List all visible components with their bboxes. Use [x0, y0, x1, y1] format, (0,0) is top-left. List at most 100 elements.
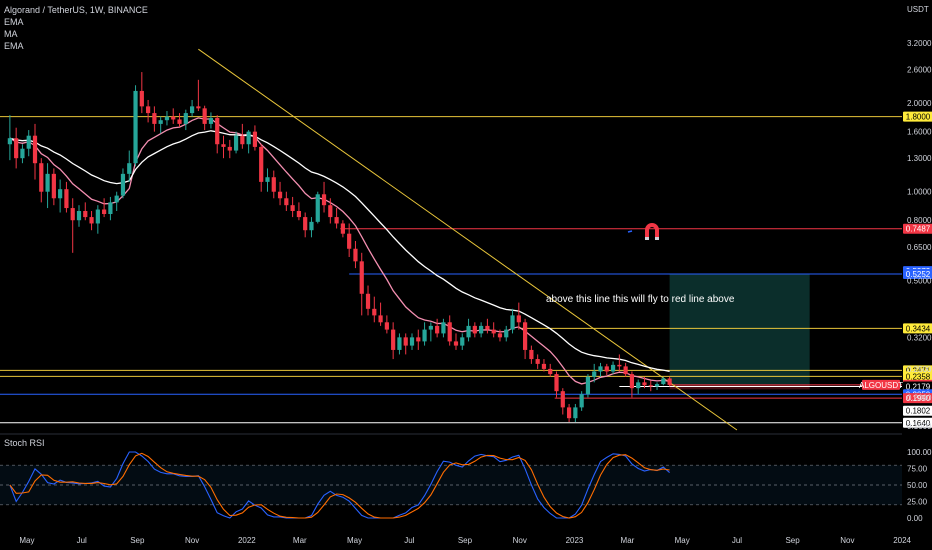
annotation-note[interactable]: above this line this will fly to red lin… — [546, 294, 735, 305]
candle-body — [127, 163, 132, 174]
candle-body — [284, 198, 289, 206]
candle-body — [598, 366, 603, 372]
x-tick-label: Sep — [785, 536, 800, 545]
candle-body — [158, 120, 163, 124]
price-tag — [903, 223, 932, 234]
candle-body — [233, 135, 239, 151]
candle-body — [221, 144, 226, 147]
price-tag — [903, 381, 932, 392]
candle-body — [303, 217, 308, 231]
x-tick-label: Mar — [293, 536, 307, 545]
long-position[interactable] — [669, 274, 810, 390]
magnet-icon[interactable] — [627, 223, 659, 240]
candle-body — [497, 333, 503, 338]
candle-body — [409, 337, 415, 346]
candle-body — [554, 374, 559, 392]
candle-body — [215, 118, 220, 145]
position-profit-zone — [669, 274, 810, 385]
candle-body — [654, 384, 660, 387]
legend-ema-2[interactable]: EMA — [4, 41, 24, 51]
symbol-title[interactable]: Algorand / TetherUS, 1W, BINANCE — [4, 5, 148, 15]
candle-body — [365, 293, 371, 309]
candle-body — [447, 322, 452, 342]
candle-body — [20, 148, 25, 159]
candle-body — [189, 106, 195, 114]
price-tag-label: 0.1990 — [906, 394, 931, 403]
y-tick-label: 0.3200 — [907, 333, 932, 342]
candles — [7, 72, 672, 423]
x-tick-label: Sep — [130, 536, 145, 545]
candle-body — [661, 378, 666, 385]
legend-ema-1[interactable]: EMA — [4, 17, 24, 27]
candle-body — [491, 329, 496, 334]
candle-body — [460, 337, 465, 346]
legend-ma[interactable]: MA — [4, 29, 18, 39]
x-tick-label: May — [347, 536, 362, 545]
candle-body — [617, 364, 622, 367]
candle-body — [183, 113, 188, 124]
price-tag — [903, 111, 932, 122]
candle-body — [202, 108, 207, 124]
candle-body — [523, 322, 528, 350]
price-tag-label: 0.1802 — [906, 407, 931, 416]
price-tag-label: 1.8000 — [906, 113, 931, 122]
candle-body — [240, 135, 245, 145]
y-tick-label: 2.0000 — [907, 99, 932, 108]
candle-body — [585, 376, 591, 395]
stoch-k-line — [9, 451, 670, 519]
candle-body — [441, 322, 446, 334]
candle-body — [466, 325, 471, 338]
candle-body — [64, 189, 69, 209]
candle-body — [259, 146, 264, 182]
candle-body — [548, 368, 553, 375]
price-tag-label: 0.3434 — [906, 324, 931, 333]
horizontal-lines[interactable] — [0, 116, 902, 424]
candle-body — [535, 359, 540, 364]
candle-body — [271, 177, 276, 192]
candle-body — [108, 202, 113, 215]
position-stop-zone — [669, 384, 810, 390]
stoch-tick-label: 25.00 — [907, 498, 928, 507]
price-tag-label: 0.2179 — [906, 382, 931, 391]
candle-body — [516, 315, 521, 323]
x-tick-label: Sep — [458, 536, 473, 545]
candle-body — [114, 195, 119, 203]
candle-body — [397, 337, 402, 350]
x-tick-label: Jul — [732, 536, 742, 545]
candle-body — [504, 329, 509, 338]
x-tick-label: Nov — [185, 536, 199, 545]
price-axis[interactable]: 1.80000.74870.53730.52520.34340.24710.23… — [859, 39, 932, 523]
y-tick-label: 0.6500 — [907, 243, 932, 252]
candle-body — [347, 233, 352, 249]
candle-body — [541, 363, 547, 369]
candle-body — [592, 371, 597, 377]
candle-body — [171, 116, 176, 120]
candle-body — [120, 173, 126, 196]
candle-body — [51, 173, 56, 199]
candle-body — [164, 116, 170, 121]
candle-body — [102, 209, 107, 215]
candle-body — [139, 90, 144, 107]
candle-body — [529, 349, 534, 360]
candle-body — [321, 194, 327, 206]
price-tag-label: 0.2358 — [906, 372, 931, 381]
candle-body — [642, 382, 647, 386]
candle-body — [265, 177, 270, 182]
x-tick-label: 2024 — [893, 536, 911, 545]
price-tag — [903, 323, 932, 334]
candle-body — [566, 407, 572, 419]
candle-body — [372, 308, 377, 316]
candle-body — [648, 385, 653, 387]
candle-body — [636, 382, 641, 389]
candle-body — [196, 106, 201, 109]
candle-body — [152, 113, 157, 124]
candle-body — [14, 138, 19, 159]
y-tick-label: 1.0000 — [907, 188, 932, 197]
y-tick-label: 0.5000 — [907, 276, 932, 285]
candle-body — [177, 119, 182, 124]
time-axis[interactable]: May Jul Sep Nov 2022 Mar May Jul Sep Nov 2023 Mar Ma… — [19, 536, 911, 545]
x-tick-label: Mar — [621, 536, 635, 545]
candle-body — [378, 315, 383, 323]
candle-body — [277, 191, 283, 199]
